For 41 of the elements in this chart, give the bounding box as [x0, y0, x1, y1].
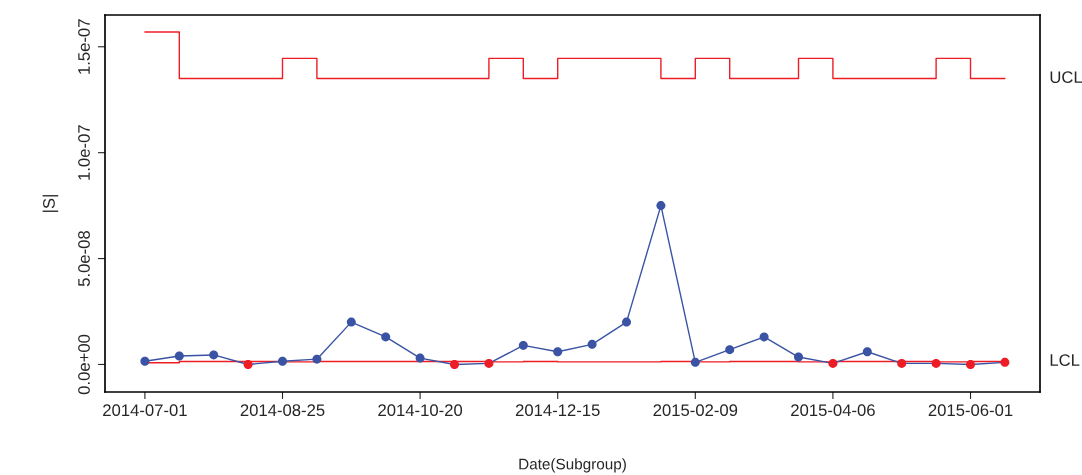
text: UCL [1050, 71, 1082, 84]
y-tick-label: 5.0e-08 [78, 231, 90, 287]
point [966, 359, 976, 369]
x-tick-label: 2014-07-01 [103, 404, 187, 417]
y-tick-label: 1.0e-07 [78, 125, 90, 180]
point [931, 358, 941, 368]
point [209, 350, 219, 360]
x-tick-label: 2015-06-01 [928, 404, 1013, 417]
point [622, 317, 632, 327]
point [243, 359, 253, 369]
x-tick-label: 2015-02-09 [653, 404, 738, 417]
point [381, 332, 391, 342]
point [1000, 357, 1010, 367]
point [174, 351, 184, 361]
point [794, 352, 804, 362]
point [725, 345, 735, 355]
point [690, 357, 700, 367]
point [759, 332, 769, 342]
x-tick-label: 2015-04-06 [791, 404, 875, 417]
point [140, 356, 150, 366]
point [828, 358, 838, 368]
point [518, 340, 528, 350]
text: LCL [1050, 354, 1080, 366]
point [553, 347, 563, 357]
y-axis-title: |S| [42, 195, 59, 212]
point [278, 356, 288, 366]
point [484, 358, 494, 368]
x-axis-title: Date(Subgroup) [519, 458, 626, 473]
point [415, 353, 425, 363]
point [862, 347, 872, 357]
point [346, 317, 356, 327]
x-tick-label: 2014-10-20 [378, 404, 463, 417]
x-tick-label: 2014-12-15 [515, 404, 600, 417]
y-tick-label: 0.0e+00 [78, 334, 90, 395]
point [450, 359, 460, 369]
point [656, 201, 666, 211]
y-tick-label: 1.5e-07 [78, 19, 90, 74]
point [897, 358, 907, 368]
point [587, 339, 597, 349]
x-tick-label: 2014-08-25 [240, 404, 325, 417]
point [312, 354, 322, 364]
